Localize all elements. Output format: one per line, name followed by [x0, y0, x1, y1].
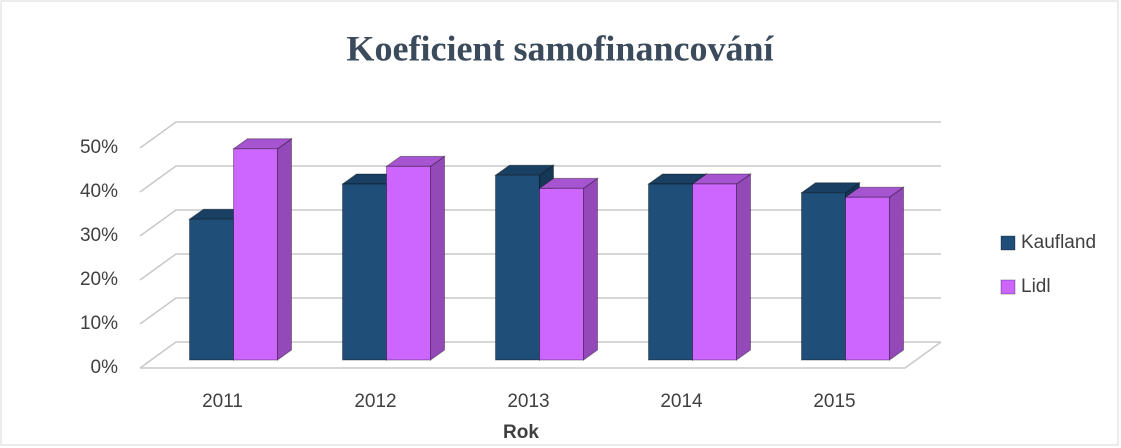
- y-tick-label: 30%: [80, 225, 118, 246]
- chart-title: Koeficient samofinancování: [347, 28, 775, 68]
- bar-side: [889, 186, 904, 361]
- bar-side: [583, 177, 598, 361]
- y-tick-label: 0%: [91, 357, 119, 378]
- bar-side: [430, 155, 445, 361]
- x-axis-label: Rok: [503, 422, 539, 443]
- bar-front: [648, 183, 693, 361]
- bar: [690, 173, 753, 361]
- bar-front: [386, 165, 431, 361]
- x-tick-label: 2012: [354, 391, 396, 412]
- bar-side: [736, 173, 751, 361]
- bar-front: [692, 183, 737, 361]
- x-tick-label: 2011: [202, 391, 243, 412]
- x-tick-label: 2013: [507, 391, 549, 412]
- bar-front: [189, 218, 234, 361]
- y-tick-label: 10%: [80, 313, 118, 334]
- x-tick-label: 2015: [813, 391, 855, 412]
- bar: [537, 177, 600, 361]
- legend-swatch: [1000, 235, 1016, 251]
- x-tick-label: 2014: [660, 391, 703, 412]
- grid-line: [139, 121, 941, 149]
- y-tick-label: 20%: [80, 269, 118, 290]
- y-tick-label: 50%: [80, 137, 118, 158]
- floor-edge: [140, 341, 942, 369]
- bar: [843, 186, 906, 361]
- grid-line: [139, 165, 941, 193]
- legend-swatch: [1000, 279, 1016, 295]
- bar-front: [495, 174, 540, 361]
- legend-label: Kaufland: [1021, 232, 1096, 253]
- bar: [384, 155, 447, 361]
- bar-front: [233, 148, 278, 361]
- bar-front: [801, 192, 846, 361]
- bar-front: [845, 196, 890, 361]
- legend-label: Lidl: [1021, 276, 1051, 297]
- bar: [231, 137, 294, 361]
- y-tick-label: 40%: [80, 181, 118, 202]
- bar-side: [277, 137, 292, 361]
- bar-front: [342, 183, 387, 361]
- bar-front: [539, 187, 584, 361]
